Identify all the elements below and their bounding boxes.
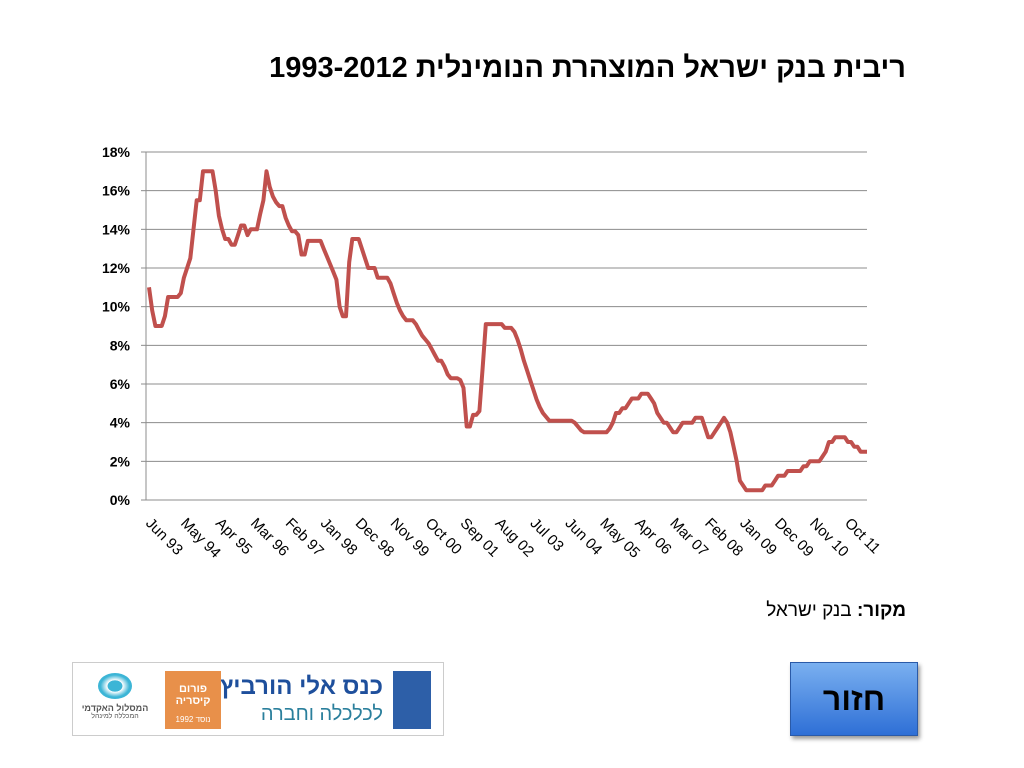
source: מקור: בנק ישראל [766,600,906,622]
israel-democracy-logo [393,671,431,729]
y-tick-label: 12% [102,260,131,276]
y-tick-label: 0% [110,492,131,508]
rate-line [147,169,867,493]
x-tick-label: Jan 98 [317,515,361,559]
forum-year: נוסד 1992 [175,715,211,724]
y-tick-label: 4% [110,415,131,431]
conference-sub: לכלכלה וחברה [260,703,383,725]
x-tick-label: Jun 04 [562,515,606,559]
y-tick-label: 16% [102,183,131,199]
logo-strip: כנס אלי הורביץ לכלכלה וחברה פורום קיסריה… [72,662,444,736]
college-name: המסלול האקדמי [81,703,149,713]
y-tick-label: 6% [110,376,131,392]
college-logo: המסלול האקדמי המכללה למינהל [79,673,151,720]
back-button[interactable]: חזור [790,662,918,736]
x-tick-label: Jun 93 [142,515,186,559]
college-icon [98,673,132,699]
source-text: בנק ישראל [766,600,852,621]
x-tick-label: Mar 07 [666,515,711,560]
x-tick-label: Feb 08 [701,515,746,560]
slide-title: ריבית בנק ישראל המוצהרת הנומינלית 1993-2… [269,52,906,84]
y-tick-label: 10% [102,299,131,315]
forum-logo: פורום קיסריה נוסד 1992 [165,671,221,729]
y-tick-label: 14% [102,221,131,237]
source-label: מקור: [856,600,906,621]
conference-name: כנס אלי הורביץ [220,673,383,700]
y-tick-label: 2% [110,453,131,469]
y-tick-label: 8% [110,337,131,353]
x-tick-label: Feb 97 [282,515,327,560]
x-tick-label: Mar 96 [247,515,292,560]
y-tick-label: 18% [102,144,131,160]
forum-name: פורום קיסריה [175,683,211,707]
college-sub: המכללה למינהל [91,713,139,720]
x-tick-label: Jan 09 [736,515,780,559]
